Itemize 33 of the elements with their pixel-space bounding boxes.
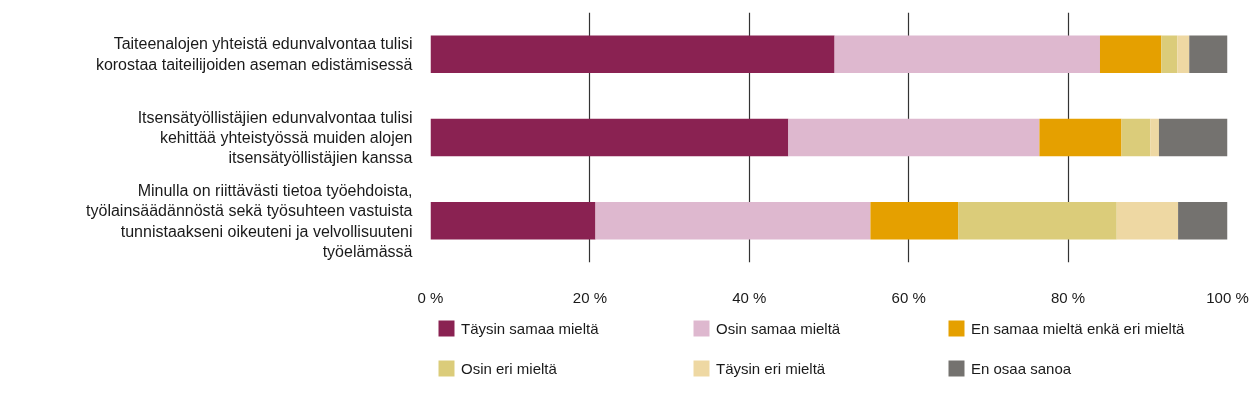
bar (1177, 35, 1190, 73)
x-tick-label: 20 % (572, 288, 608, 306)
bar (595, 202, 871, 240)
bar (1150, 118, 1159, 157)
bar (1099, 35, 1162, 73)
bar (870, 202, 959, 240)
bar (1121, 118, 1151, 157)
bar (430, 202, 596, 240)
legend-label: Täysin samaa mieltä (461, 318, 600, 338)
bar (430, 118, 789, 157)
legend-label: Täysin eri mieltä (716, 358, 827, 378)
bar (958, 202, 1117, 240)
bar (788, 118, 1040, 157)
bar (1161, 35, 1178, 73)
y-tick-label: Itsensätyöllistäjien edunvalvontaa tulisi kehittää yhteistyössä muiden alojen itsensätyöllistäjien kanssa (137, 108, 413, 167)
bar (1116, 202, 1179, 240)
y-tick-label: Taiteenalojen yhteistä edunvalvontaa tulisi korostaa taiteilijoiden aseman edistämisessä (95, 35, 413, 73)
x-tick-label: 0 % (417, 288, 444, 306)
x-tick-label: 60 % (891, 288, 926, 306)
bar (1039, 118, 1122, 157)
bar (1189, 35, 1228, 73)
y-tick-label: Minulla on riittävästi tietoa työehdoista, työlainsäädännöstä sekä työsuhteen vastuista tunnistaakseni oikeuteni ja velvollisuuteni työelämässä (86, 181, 413, 260)
bar (1178, 202, 1228, 240)
x-tick-label: 80 % (1051, 288, 1086, 306)
bar (1158, 118, 1228, 157)
bar (430, 35, 835, 73)
x-tick-label: 40 % (732, 288, 767, 306)
legend-label: En samaa mieltä enkä eri mieltä (971, 318, 1185, 338)
bar (834, 35, 1100, 73)
legend-label: Osin samaa mieltä (716, 318, 842, 338)
x-tick-label: 100 % (1206, 288, 1249, 306)
legend-label: En osaa sanoa (971, 358, 1073, 378)
legend-label: Osin eri mieltä (461, 358, 558, 378)
